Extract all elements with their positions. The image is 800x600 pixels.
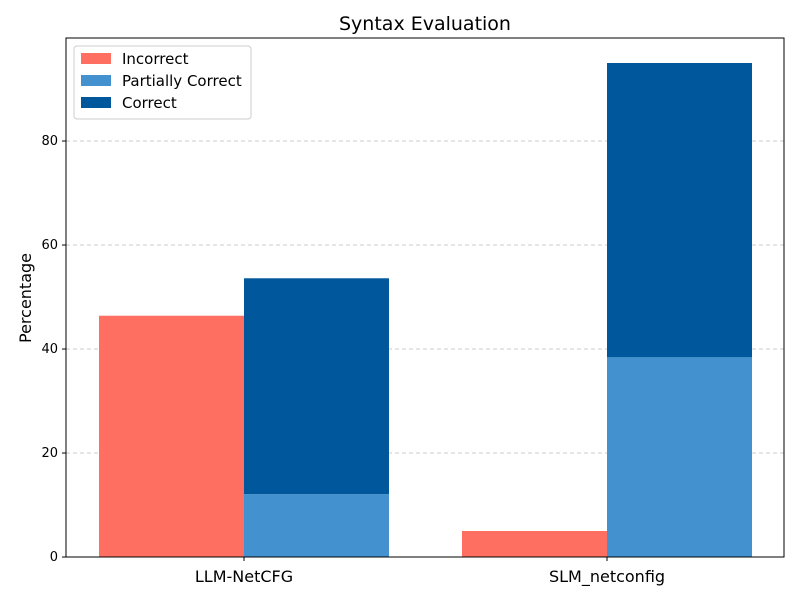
bar-correct	[244, 278, 389, 495]
bars	[99, 63, 752, 557]
chart-title: Syntax Evaluation	[339, 13, 511, 35]
y-axis-label: Percentage	[16, 253, 35, 343]
y-tick-label: 0	[50, 550, 58, 565]
legend-entry: Incorrect	[122, 50, 189, 68]
axis-ticks: 0 20 40 60 80 LLM-NetCFG SLM_netconfig	[41, 134, 665, 587]
bar-incorrect	[462, 531, 607, 557]
bar-correct	[607, 63, 752, 358]
legend: Incorrect Partially Correct Correct	[73, 45, 252, 120]
legend-entry: Partially Correct	[122, 72, 242, 90]
y-tick-label: 60	[41, 238, 58, 253]
bar-incorrect	[99, 315, 244, 557]
y-tick-label: 80	[41, 134, 58, 149]
bar-partially-correct	[607, 357, 752, 557]
x-tick-label: SLM_netconfig	[549, 567, 665, 587]
legend-swatch	[81, 53, 111, 64]
y-tick-label: 20	[41, 446, 58, 461]
y-tick-label: 40	[41, 342, 58, 357]
legend-entry: Correct	[122, 94, 177, 112]
bar-partially-correct	[244, 494, 389, 557]
legend-swatch	[81, 97, 111, 108]
legend-box	[73, 45, 252, 120]
legend-swatch	[81, 75, 111, 86]
plot-frame	[65, 37, 785, 558]
x-tick-label: LLM-NetCFG	[195, 567, 293, 586]
